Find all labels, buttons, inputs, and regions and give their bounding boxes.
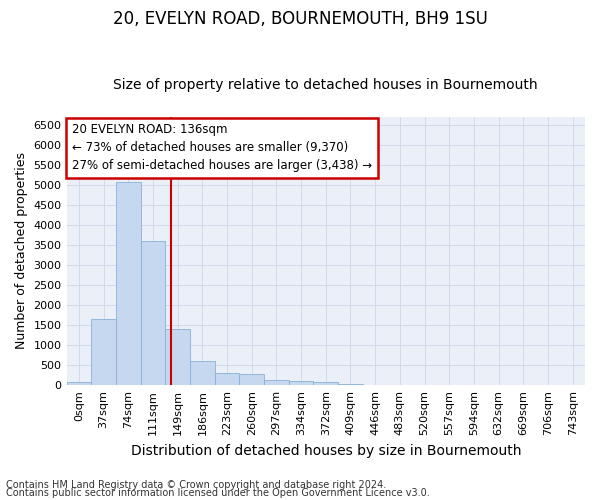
Y-axis label: Number of detached properties: Number of detached properties (15, 152, 28, 350)
Text: 20, EVELYN ROAD, BOURNEMOUTH, BH9 1SU: 20, EVELYN ROAD, BOURNEMOUTH, BH9 1SU (113, 10, 487, 28)
Bar (91, 319, 116, 385)
Bar (338, 384, 363, 385)
Text: Contains HM Land Registry data © Crown copyright and database right 2024.: Contains HM Land Registry data © Crown c… (6, 480, 386, 490)
Bar (165, 330, 190, 385)
Text: Contains public sector information licensed under the Open Government Licence v3: Contains public sector information licen… (6, 488, 430, 498)
X-axis label: Distribution of detached houses by size in Bournemouth: Distribution of detached houses by size … (131, 444, 521, 458)
Bar (239, 374, 264, 385)
Bar (190, 360, 215, 385)
Bar (215, 373, 239, 385)
Bar (264, 380, 289, 385)
Bar (116, 182, 140, 385)
Title: Size of property relative to detached houses in Bournemouth: Size of property relative to detached ho… (113, 78, 538, 92)
Text: 20 EVELYN ROAD: 136sqm
← 73% of detached houses are smaller (9,370)
27% of semi-: 20 EVELYN ROAD: 136sqm ← 73% of detached… (72, 124, 372, 172)
Bar (67, 382, 91, 385)
Bar (289, 381, 313, 385)
Bar (313, 382, 338, 385)
Bar (140, 241, 165, 385)
Bar (363, 384, 388, 385)
